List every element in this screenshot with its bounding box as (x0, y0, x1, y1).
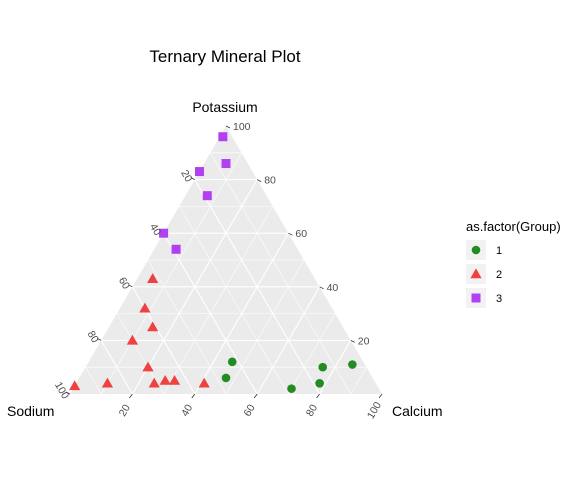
tick-label-sodium: 80 (85, 329, 101, 345)
tick-mark (225, 125, 231, 129)
grid-line (210, 152, 352, 395)
data-point-group-3 (194, 167, 204, 177)
data-point-group-1 (227, 357, 237, 367)
data-point-group-3 (218, 132, 228, 142)
data-point-group-1 (348, 360, 357, 369)
data-points (69, 132, 357, 393)
tick-label-potassium: 60 (295, 228, 307, 240)
legend: as.factor(Group) 1 2 3 (466, 219, 561, 308)
data-point-group-2 (159, 375, 171, 385)
legend-key-group-2 (470, 268, 482, 279)
data-point-group-2 (101, 377, 114, 388)
axis-label-sodium: Sodium (7, 403, 54, 419)
data-point-group-3 (202, 191, 212, 201)
tick-label-potassium: 20 (358, 335, 370, 347)
tick-mark (190, 177, 195, 180)
legend-label: 3 (496, 293, 502, 305)
grid-line (225, 259, 305, 395)
legend-key-group-3 (471, 293, 481, 303)
tick-mark (128, 284, 133, 288)
data-point-group-1 (318, 362, 328, 372)
tick-mark (97, 338, 102, 341)
tick-mark (257, 179, 262, 182)
tick-label-sodium: 20 (178, 168, 194, 184)
data-point-group-2 (198, 377, 210, 388)
tick-mark (350, 340, 355, 343)
tick-mark (129, 393, 133, 399)
data-point-group-1 (315, 378, 324, 388)
tick-mark (319, 286, 324, 290)
tick-label-potassium: 100 (233, 121, 251, 133)
data-point-group-3 (171, 244, 181, 254)
grid-line (178, 206, 289, 395)
grid-line (85, 367, 102, 395)
chart-title: Ternary Mineral Plot (149, 47, 300, 66)
grid-line (100, 340, 133, 395)
axis-label-calcium: Calcium (392, 403, 443, 419)
tick-label-calcium: 60 (241, 402, 257, 418)
data-point-group-2 (148, 377, 160, 388)
grid-line (350, 367, 367, 395)
tick-marks (65, 125, 383, 399)
grid-line (147, 259, 227, 395)
data-point-group-2 (147, 273, 159, 283)
grid-line (256, 286, 321, 395)
legend-title: as.factor(Group) (466, 219, 561, 234)
tick-mark (65, 391, 71, 395)
tick-label-calcium: 80 (304, 402, 320, 418)
grid-line (100, 152, 242, 395)
tick-mark (288, 232, 293, 236)
data-point-group-2 (126, 334, 138, 345)
data-point-group-3 (159, 228, 169, 238)
grid-lines (85, 152, 367, 395)
data-point-group-2 (69, 380, 81, 391)
data-point-group-2 (168, 375, 181, 385)
data-point-group-1 (287, 384, 296, 393)
tick-label-potassium: 80 (264, 175, 276, 187)
tick-label-calcium: 100 (365, 400, 384, 421)
tick-mark (253, 393, 258, 399)
tick-label-calcium: 20 (117, 402, 133, 418)
tick-label-sodium: 60 (116, 275, 132, 291)
grid-line (319, 340, 352, 395)
data-point-group-2 (142, 361, 154, 372)
legend-label: 1 (496, 245, 502, 257)
plot-area (65, 125, 383, 399)
tick-label-calcium: 40 (179, 402, 195, 418)
grid-line (163, 206, 274, 395)
data-point-group-2 (139, 302, 151, 313)
tick-label-potassium: 40 (327, 282, 339, 294)
grid-line (288, 313, 336, 395)
legend-key-group-1 (471, 245, 481, 255)
data-point-group-3 (221, 159, 231, 169)
legend-label: 2 (496, 269, 502, 281)
tick-mark (316, 393, 320, 399)
tick-label-sodium: 100 (52, 380, 71, 401)
tick-mark (378, 393, 383, 399)
grid-line (131, 286, 196, 395)
data-point-group-2 (147, 321, 159, 332)
tick-mark (191, 393, 196, 399)
tick-label-sodium: 40 (147, 222, 163, 238)
axis-label-potassium: Potassium (192, 99, 257, 115)
legend-entries: 1 2 3 (466, 240, 502, 308)
data-point-group-1 (221, 373, 231, 383)
